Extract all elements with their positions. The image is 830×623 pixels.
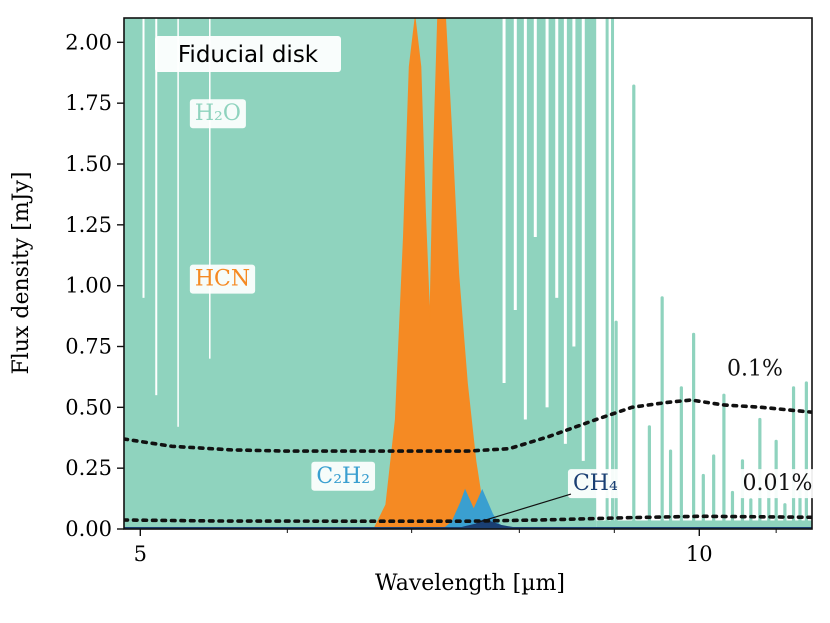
annotation-pct01: 0.1%: [722, 354, 788, 384]
y-tick-label-4: 1.00: [65, 274, 112, 298]
h2o-gap-7: [533, 18, 537, 237]
h2o-continuum: [596, 520, 812, 529]
h2o-gap-12: [581, 18, 585, 461]
x-axis: 5 10: [134, 529, 777, 566]
annotation-pct01-box: [722, 354, 788, 384]
annotations: H₂O HCN C₂H₂ CH₄ 0.1% 0.01%: [189, 99, 818, 523]
panel-label-text: Fiducial disk: [178, 42, 319, 68]
threshold-curves: [124, 398, 812, 523]
h2o-gap-9: [555, 18, 559, 298]
y-tick-label-2: 0.50: [65, 395, 112, 419]
h2o-gap-4: [502, 18, 506, 383]
annotation-h2o-box: [189, 99, 246, 129]
annotation-hcn-box: [189, 264, 256, 294]
h2o-gap-6: [523, 18, 527, 420]
h2o-gap-10: [563, 18, 567, 444]
y-tick-label-6: 1.50: [65, 152, 112, 176]
h2o-gap-0: [142, 18, 145, 298]
h2o-gap-2: [177, 18, 179, 427]
threshold-0-1-percent: [124, 398, 812, 453]
threshold-0-01-percent: [124, 514, 812, 523]
annotation-hcn-text: HCN: [195, 267, 250, 292]
annotation-c2h2-text: C₂H₂: [316, 464, 370, 489]
hcn-band: [373, 18, 492, 529]
annotation-c2h2: C₂H₂: [311, 461, 376, 491]
h2o-gap-5: [513, 18, 517, 310]
annotation-c2h2-box: [311, 461, 376, 491]
annotation-h2o-text: H₂O: [195, 101, 241, 126]
y-tick-label-8: 2.00: [65, 30, 112, 54]
annotation-h2o: H₂O: [189, 99, 246, 129]
y-tick-label-7: 1.75: [65, 91, 112, 115]
c2h2-band: [442, 488, 509, 529]
y-tick-label-3: 0.75: [65, 335, 112, 359]
molecular-bands: [124, 18, 812, 529]
x-tick-label-1: 10: [686, 542, 713, 566]
h2o-gap-1: [155, 18, 158, 396]
ch4-leader-line: [479, 493, 572, 523]
h2o-gap-3: [209, 18, 211, 359]
annotation-pct001-box: [737, 469, 818, 499]
h2o-gap-8: [545, 18, 549, 408]
h2o-gap-11: [572, 18, 576, 347]
y-tick-label-0: 0.00: [65, 517, 112, 541]
panel-label: Fiducial disk: [155, 36, 341, 72]
annotation-pct001-text: 0.01%: [742, 471, 812, 496]
annotation-pct01-text: 0.1%: [727, 357, 783, 382]
annotation-ch4-text: CH₄: [573, 471, 618, 496]
plot-frame: [123, 17, 813, 530]
annotation-hcn: HCN: [189, 264, 256, 294]
annotation-ch4-box: [567, 469, 623, 499]
x-axis-label: Wavelength [µm]: [375, 571, 565, 596]
y-axis-label: Flux density [mJy]: [9, 171, 34, 374]
annotation-pct001: 0.01%: [737, 469, 818, 499]
y-tick-label-1: 0.25: [65, 456, 112, 480]
panel-label-box: [155, 36, 341, 72]
y-axis: 0.00 0.25 0.50 0.75 1.00 1.25 1.50 1.75 2.00: [65, 30, 124, 541]
y-tick-label-5: 1.25: [65, 213, 112, 237]
annotation-ch4: CH₄: [567, 469, 623, 499]
x-tick-label-0: 5: [134, 542, 147, 566]
